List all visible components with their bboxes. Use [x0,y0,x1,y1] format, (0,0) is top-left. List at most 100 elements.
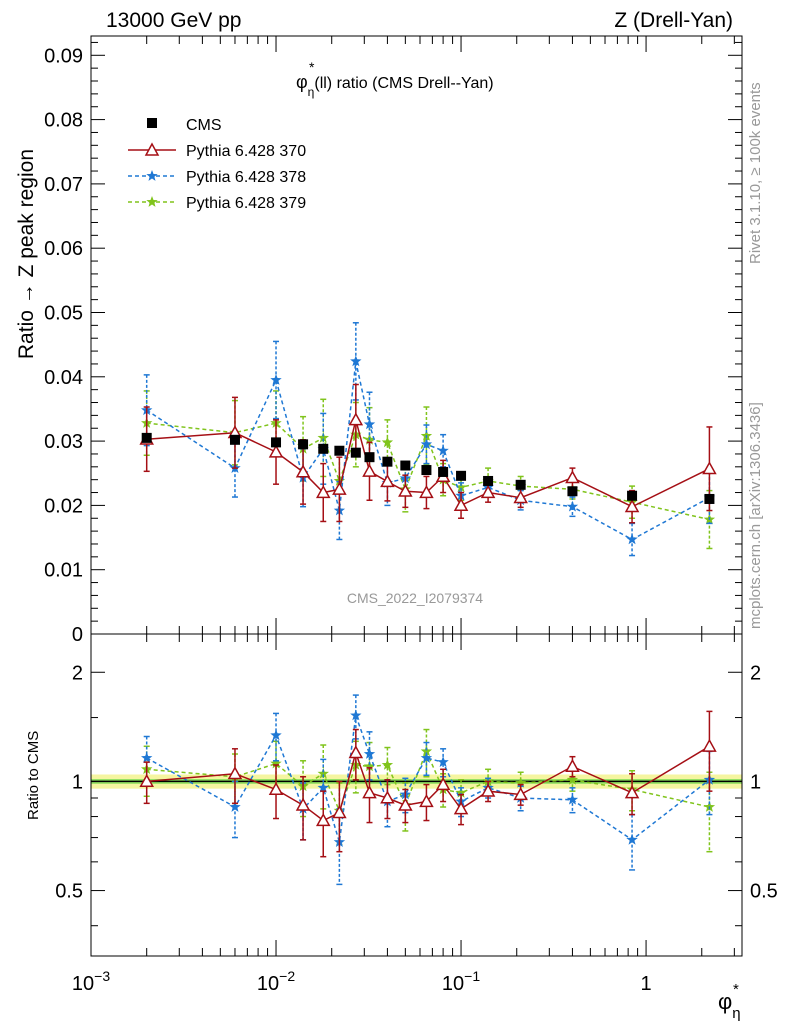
data-point-cms [567,486,578,497]
series-line-p379 [146,749,710,813]
energy-label: 13000 GeV pp [106,9,241,32]
data-point-cms [438,466,449,477]
title-phi: φ [296,72,308,92]
ratio-y-axis-label: Ratio to CMS [25,731,42,820]
legend-marker-p379 [146,196,158,207]
data-point-p379 [566,773,579,785]
title-eta: η [308,85,315,99]
data-point-p370 [702,738,717,752]
data-point-p370 [315,484,331,499]
data-point-p378 [626,833,638,845]
ratio-y-tick-label: 2 [72,662,83,684]
x-tick-label: 1 [641,973,652,995]
main-y-tick-label: 0.05 [44,302,83,324]
data-point-p370 [565,470,580,484]
data-point-p370 [139,773,154,787]
main-series-layer [139,322,717,557]
x-tick-label: 10−2 [257,968,295,995]
data-point-p378 [363,748,376,759]
data-point-p379 [455,786,467,798]
x-tick-label-exponent: −3 [94,968,110,984]
data-point-p378 [350,709,362,721]
x-axis-label: φη [718,989,741,1022]
ratio-y-tick-label: 1 [72,771,83,793]
ratio-y-tick-label: 0.5 [55,881,83,903]
data-point-p370 [435,777,451,791]
x-tick-label-base: 10 [442,973,464,995]
data-point-p379 [515,777,527,788]
data-point-cms [456,470,467,481]
data-point-cms [334,445,345,456]
data-point-p378 [566,793,579,805]
data-point-p379 [455,481,467,493]
data-point-p370 [268,444,284,458]
data-point-p378 [420,438,433,450]
data-point-p370 [453,801,469,815]
series-line-p370 [146,419,710,508]
analysis-watermark: CMS_2022_I2079374 [347,590,483,606]
x-axis-label-star: * [733,981,739,998]
series-cms [141,432,715,504]
legend: CMS Pythia 6.428 370 Pythia 6.428 378 Py… [128,117,306,212]
data-point-p378 [626,533,638,545]
data-point-cms [421,465,432,476]
data-point-p379 [363,760,376,772]
legend-entry-p370: Pythia 6.428 370 [128,142,306,160]
x-tick-label: 10−3 [72,968,110,995]
data-point-cms [271,437,282,448]
data-point-cms [298,439,309,450]
series-p370 [139,710,717,858]
data-point-p370 [513,786,528,801]
data-point-p378 [566,500,579,512]
data-point-p378 [363,418,376,430]
data-point-cms [364,452,375,463]
rivet-label: Rivet 3.1.10, ≥ 100k events [747,82,764,264]
x-tick-label: 10−1 [442,968,480,995]
main-y-axis-label: Ratio → Z peak region [15,149,38,359]
ratio-y-tick-label-right: 1 [750,771,761,793]
data-point-p378 [229,801,241,812]
data-point-p379 [420,745,433,757]
data-point-p370 [398,483,413,497]
data-point-cms [350,447,361,458]
data-point-p370 [480,783,496,797]
ratio-x-axis: 10−3 10−2 10−1 1 [72,634,735,995]
data-point-p370 [362,785,377,799]
series-line-p378 [146,361,710,541]
data-point-p378 [141,752,153,763]
data-point-p370 [348,745,364,759]
data-point-cms [141,432,152,443]
data-point-p370 [227,766,243,780]
main-y-tick-label: 0 [72,624,83,646]
title-star: * [309,59,315,75]
data-point-p370 [565,758,580,772]
legend-entry-cms: CMS [147,117,222,134]
legend-marker-p370 [144,142,160,156]
x-tick-label-exponent: −1 [464,968,480,984]
data-point-p370 [398,797,413,811]
x-tick-label-base: 10 [257,973,279,995]
main-panel: 0 0.01 0.02 0.03 0.04 0.05 0.06 0.07 0.08 0.09 Ra… [15,35,743,646]
x-tick-label-base: 10 [72,973,94,995]
data-point-p379 [317,431,329,443]
main-y-tick-label: 0.02 [44,495,83,517]
data-point-p370 [380,474,395,488]
ratio-y-tick-label-right: 2 [750,662,761,684]
data-point-p370 [348,412,364,426]
legend-label-cms: CMS [186,117,222,134]
legend-marker-p378 [146,170,158,181]
data-point-p378 [437,444,449,456]
main-plot-title: φη(ll) ratio (CMS Drell--Yan) [296,72,494,99]
main-y-tick-label: 0.04 [44,367,83,389]
data-point-p370 [480,484,496,499]
series-line-p378 [146,715,710,843]
legend-entry-p378: Pythia 6.428 378 [128,169,306,186]
data-point-p370 [624,785,640,799]
data-point-p378 [270,729,282,741]
x-tick-label-base: 1 [641,973,652,995]
legend-label-p378: Pythia 6.428 378 [186,169,306,186]
data-point-p370 [419,793,434,808]
data-point-cms [382,456,393,467]
data-point-p370 [702,461,717,475]
mcplots-label: mcplots.cern.ch [arXiv:1306.3436] [747,402,764,629]
